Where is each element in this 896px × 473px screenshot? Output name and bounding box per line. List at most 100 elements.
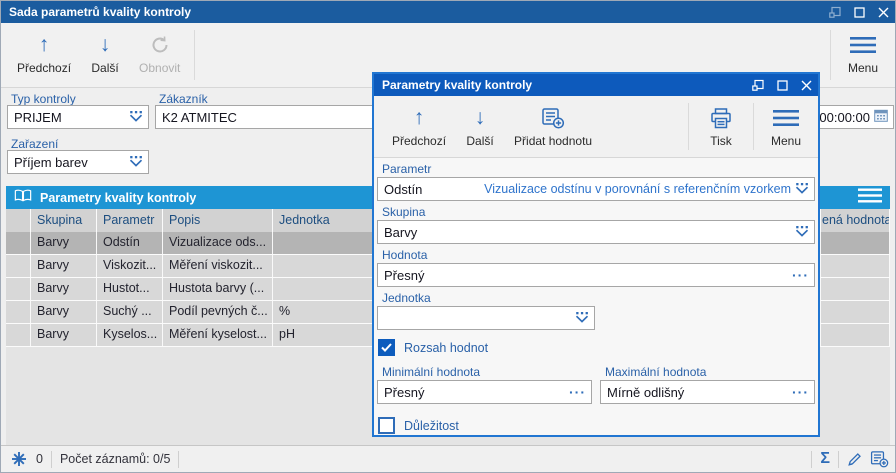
- rozsah-hodnot-label[interactable]: Rozsah hodnot: [404, 340, 489, 355]
- cell-popis[interactable]: Hustota barvy (...: [163, 278, 273, 300]
- cell-skupina[interactable]: Barvy: [31, 232, 97, 254]
- close-icon: [878, 7, 888, 17]
- dialog-close-button[interactable]: [794, 74, 818, 96]
- jednotka-field[interactable]: [377, 306, 595, 330]
- ellipsis-button[interactable]: ···: [792, 267, 809, 283]
- cell-parametr[interactable]: Suchý ...: [97, 301, 163, 323]
- dropdown-icon[interactable]: [129, 155, 143, 170]
- table-menu-button[interactable]: [858, 188, 882, 208]
- jednotka-label: Jednotka: [382, 291, 431, 305]
- print-button[interactable]: Tisk: [695, 96, 747, 157]
- calendar-icon[interactable]: [874, 109, 888, 125]
- min-value: Přesný: [384, 384, 425, 400]
- dulezitost-checkbox[interactable]: [378, 417, 395, 434]
- zakaznik-field[interactable]: K2 ATMITEC: [155, 105, 405, 129]
- typ-kontroly-value: PRIJEM: [14, 109, 62, 125]
- cell-parametr[interactable]: Viskozit...: [97, 255, 163, 277]
- dialog-window: Parametry kvality kontroly ↑ Předchozí ↓…: [372, 72, 820, 437]
- ellipsis-button[interactable]: ···: [569, 384, 586, 400]
- parametr-field[interactable]: Odstín Vizualizace odstínu v porovnání s…: [377, 177, 815, 201]
- add-value-button[interactable]: Přidat hodnotu: [506, 96, 600, 157]
- cell-parametr[interactable]: Odstín: [97, 232, 163, 254]
- row-selector[interactable]: [6, 278, 31, 300]
- window-title: Sada parametrů kvality kontroly: [9, 5, 192, 19]
- cell-parametr[interactable]: Kyselos...: [97, 324, 163, 346]
- hodnota-label: Hodnota: [382, 248, 428, 262]
- next-button[interactable]: ↓ Další: [79, 23, 131, 87]
- rozsah-hodnot-checkbox[interactable]: [378, 339, 395, 356]
- max-label: Maximální hodnota: [605, 365, 707, 379]
- maximize-icon: [853, 6, 865, 18]
- min-field[interactable]: Přesný ···: [377, 380, 592, 404]
- row-selector[interactable]: [6, 232, 31, 254]
- dialog-restore-button[interactable]: [746, 74, 770, 96]
- cell-popis[interactable]: Podíl pevných č...: [163, 301, 273, 323]
- maximize-window-button[interactable]: [847, 1, 871, 23]
- dialog-titlebar: Parametry kvality kontroly: [374, 74, 818, 96]
- close-icon: [801, 80, 811, 90]
- previous-button[interactable]: ↑ Předchozí: [9, 23, 79, 87]
- toolbar-separator: [194, 30, 196, 80]
- add-record-button[interactable]: [870, 450, 889, 468]
- dialog-menu-button[interactable]: Menu: [760, 96, 812, 157]
- dialog-title: Parametry kvality kontroly: [382, 78, 533, 92]
- typ-kontroly-label: Typ kontroly: [11, 92, 76, 106]
- column-header-parametr[interactable]: Parametr: [97, 209, 163, 232]
- parametr-description-link[interactable]: Vizualizace odstínu v porovnání s refere…: [484, 182, 791, 196]
- dropdown-icon[interactable]: [129, 110, 143, 125]
- main-titlebar: Sada parametrů kvality kontroly: [1, 1, 895, 23]
- dialog-next-button[interactable]: ↓ Další: [466, 106, 494, 149]
- zarazeni-label: Zařazení: [11, 137, 59, 151]
- dropdown-icon[interactable]: [795, 182, 809, 197]
- cell-skupina[interactable]: Barvy: [31, 324, 97, 346]
- restore-icon: [829, 6, 841, 18]
- dropdown-icon[interactable]: [575, 311, 589, 326]
- cell-popis[interactable]: Měření viskozit...: [163, 255, 273, 277]
- maximize-icon: [776, 79, 788, 91]
- refresh-label: Obnovit: [139, 61, 181, 75]
- column-header-partial[interactable]: ená hodnota: [821, 209, 890, 232]
- down-arrow-icon: ↓: [99, 33, 111, 56]
- next-label: Další: [91, 61, 119, 75]
- skupina-value: Barvy: [384, 224, 418, 240]
- zakaznik-label: Zákazník: [159, 92, 208, 106]
- cell-skupina[interactable]: Barvy: [31, 255, 97, 277]
- cell-popis[interactable]: Vizualizace ods...: [163, 232, 273, 254]
- restore-window-button[interactable]: [823, 1, 847, 23]
- sum-button[interactable]: Σ: [820, 450, 830, 467]
- row-selector[interactable]: [6, 301, 31, 323]
- close-window-button[interactable]: [871, 1, 895, 23]
- changes-count: 0: [36, 452, 43, 466]
- edit-button[interactable]: [847, 451, 863, 467]
- max-column: Maximální hodnota Mírně odlišný ···: [600, 365, 815, 408]
- cell-popis[interactable]: Měření kyselost...: [163, 324, 273, 346]
- records-count: Počet záznamů: 0/5: [59, 452, 171, 466]
- zarazeni-field[interactable]: Příjem barev: [7, 150, 149, 174]
- column-header-skupina[interactable]: Skupina: [31, 209, 97, 232]
- dialog-maximize-button[interactable]: [770, 74, 794, 96]
- row-selector[interactable]: [6, 324, 31, 346]
- hodnota-value: Přesný: [384, 267, 425, 283]
- max-field[interactable]: Mírně odlišný ···: [600, 380, 815, 404]
- hodnota-field[interactable]: Přesný ···: [377, 263, 815, 287]
- cell-skupina[interactable]: Barvy: [31, 278, 97, 300]
- skupina-field[interactable]: Barvy: [377, 220, 815, 244]
- down-arrow-icon: ↓: [474, 106, 486, 129]
- dialog-previous-button[interactable]: ↑ Předchozí: [392, 106, 447, 149]
- row-selector[interactable]: [6, 255, 31, 277]
- time-value: 00:00:00: [819, 109, 870, 125]
- skupina-label: Skupina: [382, 205, 426, 219]
- dialog-toolbar: ↑ Předchozí ↓ Další Přidat hodnotu Tisk: [374, 96, 818, 158]
- typ-kontroly-field[interactable]: PRIJEM: [7, 105, 149, 129]
- parametr-label: Parametr: [382, 162, 432, 176]
- dropdown-icon[interactable]: [795, 225, 809, 240]
- dulezitost-label[interactable]: Důležitost: [404, 418, 459, 433]
- refresh-icon: [150, 31, 170, 59]
- cell-skupina[interactable]: Barvy: [31, 301, 97, 323]
- menu-button[interactable]: Menu: [837, 23, 889, 87]
- cell-parametr[interactable]: Hustot...: [97, 278, 163, 300]
- column-header-hidden: [443, 209, 821, 232]
- column-header-popis[interactable]: Popis: [163, 209, 273, 232]
- ellipsis-button[interactable]: ···: [792, 384, 809, 400]
- min-column: Minimální hodnota Přesný ···: [377, 365, 592, 408]
